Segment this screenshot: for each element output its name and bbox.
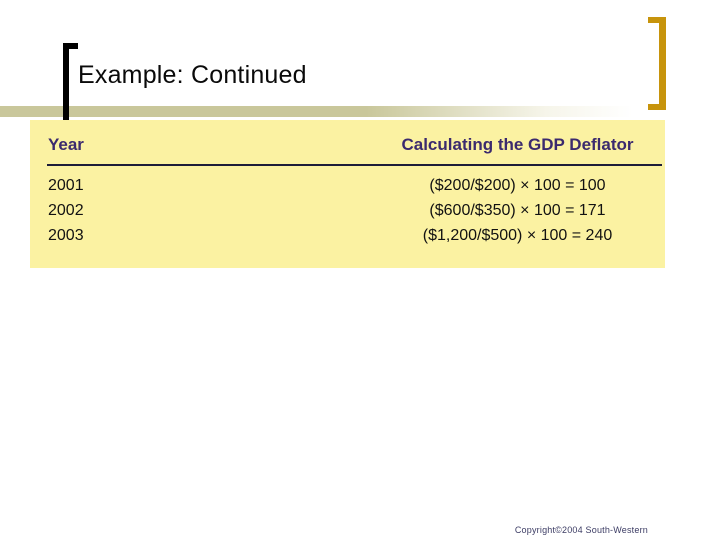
slide-title: Example: Continued — [78, 61, 307, 89]
table-row: 2003 ($1,200/$500) × 100 = 240 — [30, 223, 665, 248]
column-header-year: Year — [48, 135, 84, 154]
table-header-rule — [47, 164, 662, 166]
title-underline-bar — [0, 106, 666, 117]
table-header-row: Year Calculating the GDP Deflator — [30, 136, 665, 153]
column-header-calculation: Calculating the GDP Deflator — [401, 135, 634, 154]
calculation-cell: ($600/$350) × 100 = 171 — [429, 202, 606, 219]
left-corner-bracket-decoration — [63, 43, 78, 120]
right-corner-bracket-decoration — [648, 17, 666, 110]
gdp-deflator-table: Year Calculating the GDP Deflator 2001 (… — [30, 120, 665, 268]
year-cell: 2001 — [48, 177, 84, 194]
calculation-cell: ($1,200/$500) × 100 = 240 — [422, 227, 613, 244]
table-row: 2002 ($600/$350) × 100 = 171 — [30, 198, 665, 223]
year-cell: 2002 — [48, 202, 84, 219]
year-cell: 2003 — [48, 227, 84, 244]
copyright-text: Copyright©2004 South-Western — [514, 525, 648, 535]
table-body: 2001 ($200/$200) × 100 = 100 2002 ($600/… — [30, 173, 665, 248]
calculation-cell: ($200/$200) × 100 = 100 — [429, 177, 606, 194]
table-row: 2001 ($200/$200) × 100 = 100 — [30, 173, 665, 198]
